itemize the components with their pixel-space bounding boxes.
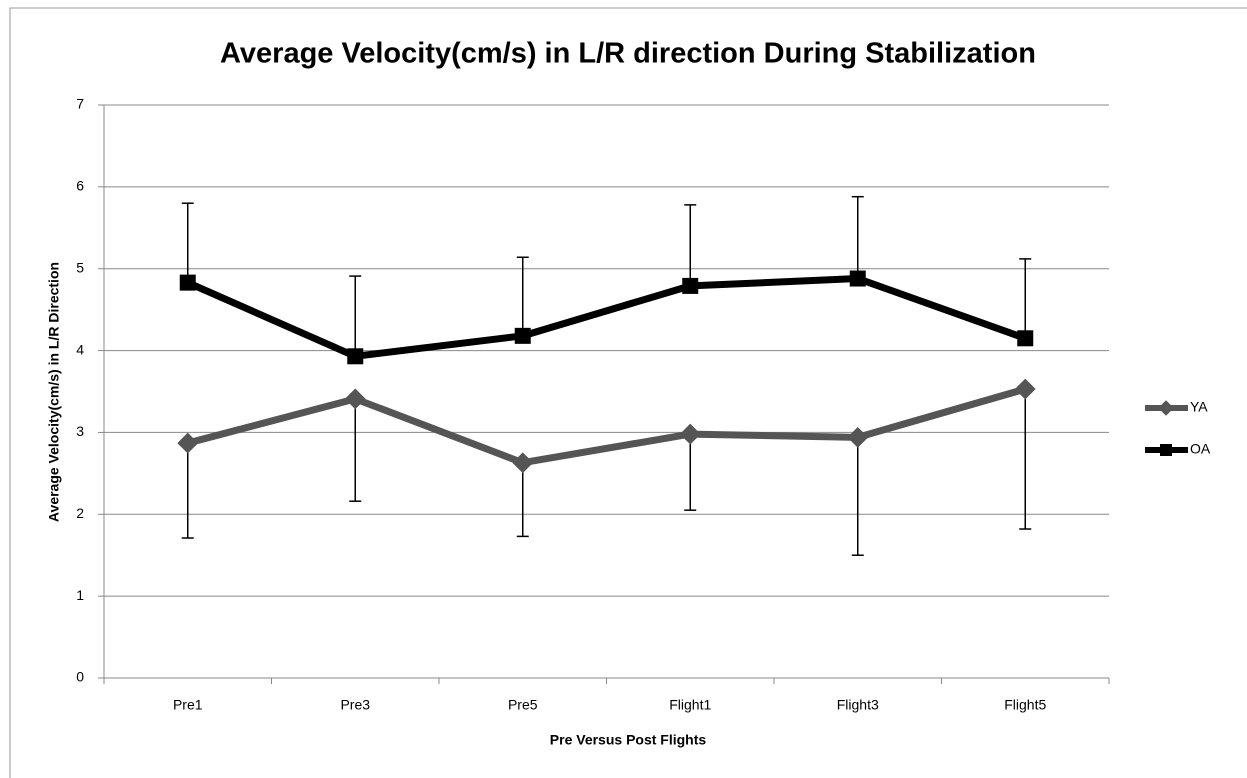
legend-marker [1160, 444, 1172, 456]
x-axis-label: Pre Versus Post Flights [550, 732, 707, 748]
marker [344, 388, 366, 410]
y-tick-label: 1 [76, 587, 84, 603]
x-tick-label: Pre1 [173, 697, 203, 713]
series-line [186, 385, 1027, 467]
marker [847, 426, 869, 448]
y-tick-label: 5 [76, 259, 84, 275]
chart-title: Average Velocity(cm/s) in L/R direction … [220, 38, 1036, 70]
x-tick-label: Flight1 [669, 697, 711, 713]
x-tick-label: Pre3 [340, 697, 370, 713]
legend-marker [1158, 400, 1174, 416]
y-tick-label: 3 [76, 423, 84, 439]
chart-frame [9, 7, 1247, 778]
y-tick-label: 2 [76, 505, 84, 521]
y-axis-label: Average Velocity(cm/s) in L/R Direction [46, 262, 62, 522]
marker [512, 452, 534, 474]
marker [179, 274, 196, 291]
y-tick-label: 6 [76, 178, 84, 194]
y-tick-label: 0 [76, 669, 84, 685]
series-line [186, 275, 1027, 360]
y-tick-label: 4 [76, 341, 84, 357]
marker [849, 270, 866, 287]
marker [1017, 330, 1034, 347]
marker [679, 423, 701, 445]
marker [177, 432, 199, 454]
legend-label: YA [1190, 399, 1208, 415]
marker [682, 277, 699, 294]
x-tick-label: Flight3 [837, 697, 879, 713]
y-tick-label: 7 [76, 96, 84, 112]
x-tick-label: Flight5 [1004, 697, 1046, 713]
marker [347, 348, 364, 365]
x-tick-label: Pre5 [508, 697, 538, 713]
legend-label: OA [1190, 441, 1211, 457]
marker [1014, 378, 1036, 400]
marker [514, 327, 531, 344]
